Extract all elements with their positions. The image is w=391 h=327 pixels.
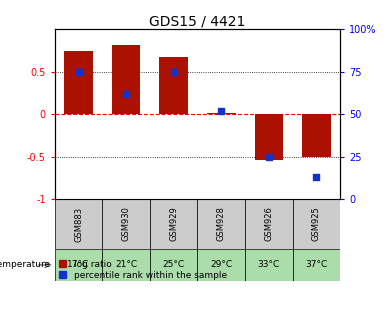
- Bar: [55, 199, 102, 249]
- Text: 37°C: 37°C: [305, 260, 328, 269]
- Bar: [292, 199, 340, 249]
- Point: [75, 69, 82, 75]
- Point: [313, 175, 319, 180]
- Point: [218, 109, 224, 114]
- Text: GSM926: GSM926: [264, 207, 273, 241]
- Text: 29°C: 29°C: [210, 260, 232, 269]
- Bar: [207, 113, 235, 114]
- Bar: [302, 114, 331, 157]
- Bar: [197, 199, 245, 249]
- Legend: log ratio, percentile rank within the sample: log ratio, percentile rank within the sa…: [59, 260, 227, 280]
- Point: [266, 154, 272, 160]
- Bar: [197, 249, 245, 281]
- Point: [170, 69, 177, 75]
- Text: GSM925: GSM925: [312, 207, 321, 241]
- Bar: [160, 58, 188, 114]
- Bar: [102, 199, 150, 249]
- Text: temperature: temperature: [0, 260, 51, 269]
- Bar: [64, 51, 93, 114]
- Bar: [245, 249, 292, 281]
- Bar: [102, 249, 150, 281]
- Bar: [150, 249, 197, 281]
- Title: GDS15 / 4421: GDS15 / 4421: [149, 14, 246, 28]
- Bar: [292, 249, 340, 281]
- Text: GSM929: GSM929: [169, 207, 178, 241]
- Text: 33°C: 33°C: [258, 260, 280, 269]
- Text: 21°C: 21°C: [115, 260, 137, 269]
- Text: GSM928: GSM928: [217, 207, 226, 241]
- Text: 25°C: 25°C: [163, 260, 185, 269]
- Point: [123, 92, 129, 97]
- Text: 17°C: 17°C: [67, 260, 90, 269]
- Bar: [112, 45, 140, 114]
- Text: GSM883: GSM883: [74, 206, 83, 242]
- Bar: [55, 249, 102, 281]
- Bar: [150, 199, 197, 249]
- Bar: [245, 199, 292, 249]
- Text: GSM930: GSM930: [122, 207, 131, 241]
- Bar: [255, 114, 283, 160]
